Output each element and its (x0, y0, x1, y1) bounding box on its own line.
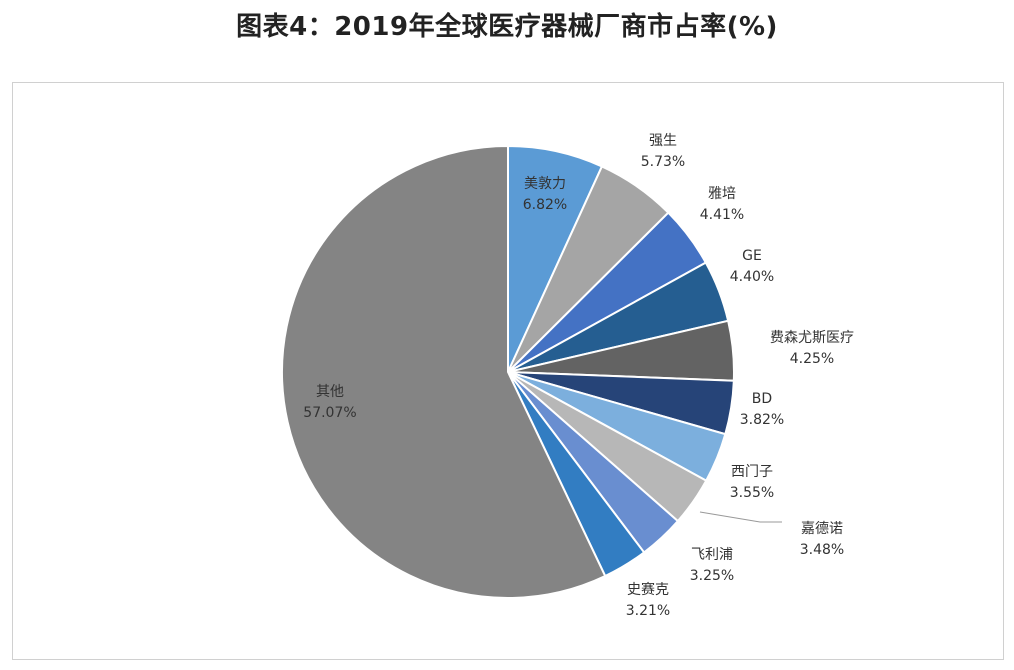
slice-name-label: 强生 (649, 133, 677, 149)
slice-name-label: 美敦力 (524, 176, 566, 192)
slice-value-label: 4.25% (790, 351, 834, 367)
pie-slice (281, 144, 607, 599)
slice-name-label: 雅培 (708, 186, 736, 202)
slice-value-label: 3.25% (690, 568, 734, 584)
slice-name-label: 费森尤斯医疗 (770, 330, 854, 346)
slice-name-label: 其他 (316, 384, 344, 400)
slice-value-label: 3.55% (730, 485, 774, 501)
chart-title: 图表4：2019年全球医疗器械厂商市占率(%) (236, 12, 778, 42)
slice-value-label: 3.82% (740, 412, 784, 428)
leader-line (699, 511, 782, 523)
slice-value-label: 4.41% (700, 207, 744, 223)
slice-value-label: 3.21% (626, 603, 670, 619)
slice-name-label: 嘉德诺 (801, 521, 843, 537)
slice-value-label: 57.07% (303, 405, 356, 421)
slice-name-label: 西门子 (731, 464, 773, 480)
slice-value-label: 6.82% (523, 197, 567, 213)
slice-value-label: 3.48% (800, 542, 844, 558)
slice-name-label: 史赛克 (627, 582, 669, 598)
slice-name-label: 飞利浦 (691, 547, 733, 563)
slice-value-label: 5.73% (641, 154, 685, 170)
slice-name-label: GE (742, 248, 762, 264)
slice-value-label: 4.40% (730, 269, 774, 285)
slice-name-label: BD (752, 391, 772, 407)
